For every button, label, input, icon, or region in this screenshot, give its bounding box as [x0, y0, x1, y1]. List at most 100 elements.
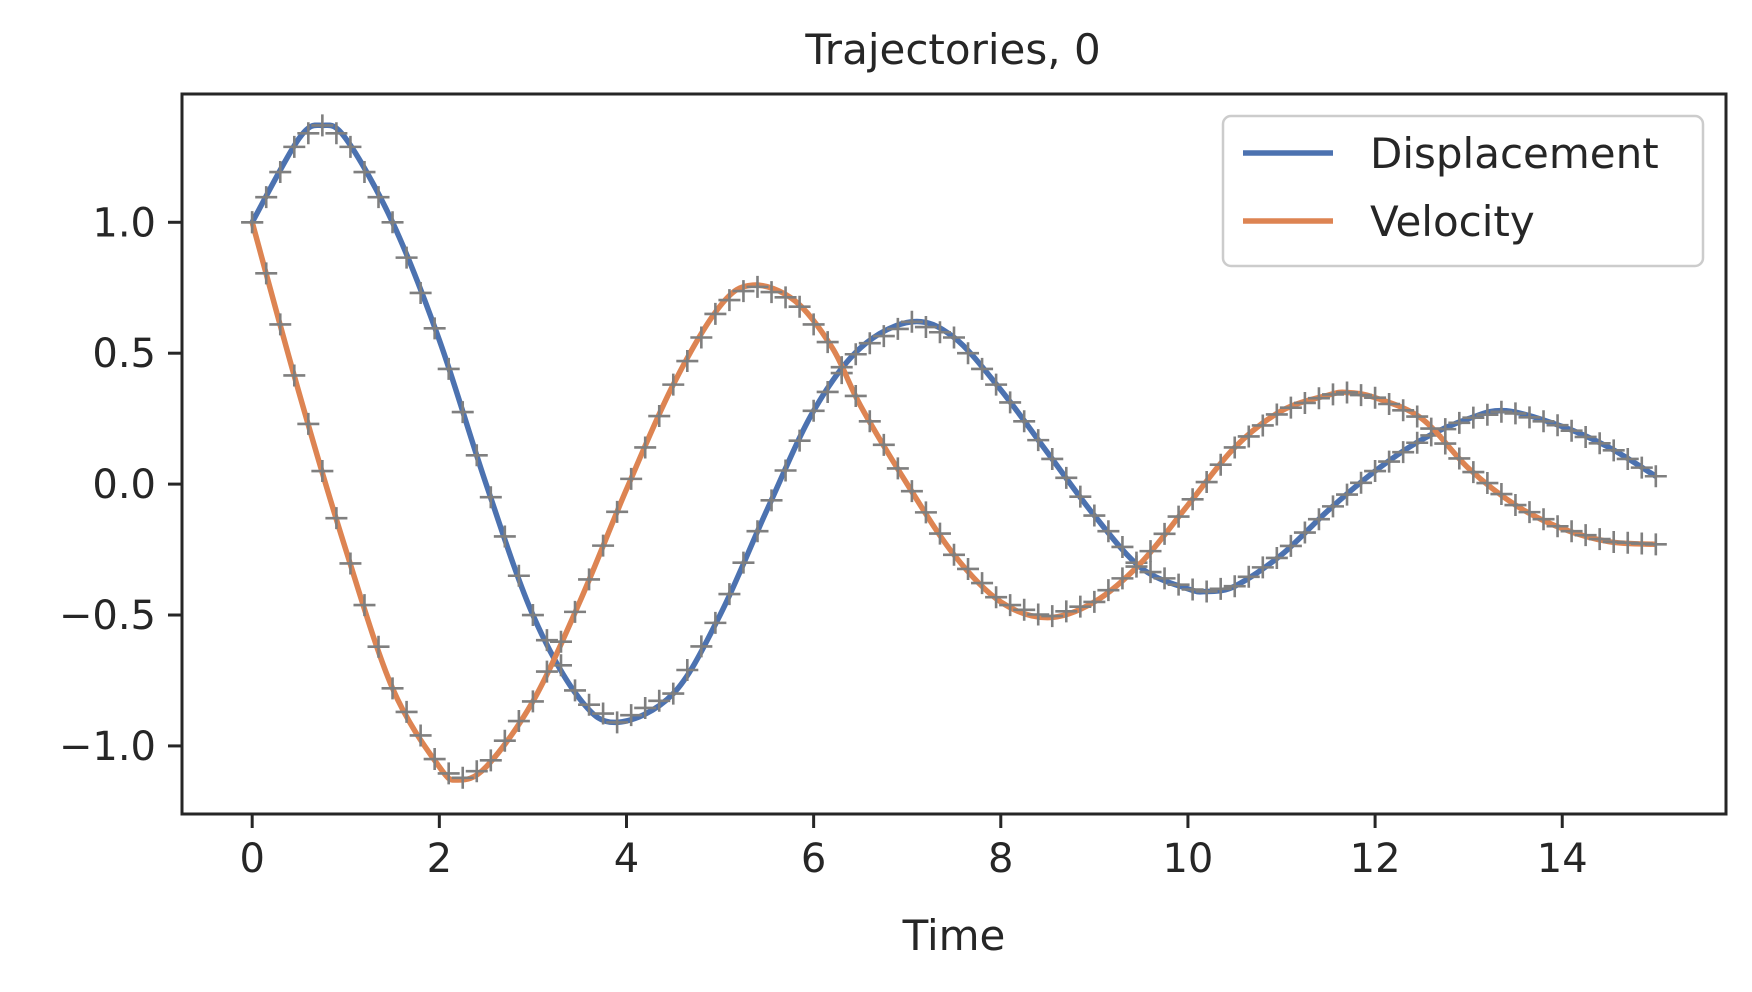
velocity-marker	[620, 467, 643, 490]
velocity-marker	[493, 729, 516, 752]
velocity-marker	[423, 748, 446, 771]
displacement-marker	[1181, 578, 1204, 601]
displacement-marker	[971, 357, 994, 380]
velocity-marker	[353, 594, 376, 617]
displacement-marker	[423, 317, 446, 340]
velocity-marker	[549, 630, 572, 653]
velocity-marker	[1546, 515, 1569, 538]
displacement-marker	[1209, 577, 1232, 600]
velocity-marker	[507, 710, 530, 733]
displacement-marker	[535, 629, 558, 652]
velocity-marker	[1574, 524, 1597, 547]
velocity-marker	[760, 281, 783, 304]
velocity-marker	[311, 460, 334, 483]
velocity-marker	[283, 364, 306, 387]
velocity-marker	[1055, 600, 1078, 623]
velocity-marker	[1378, 392, 1401, 415]
displacement-marker	[521, 604, 544, 627]
velocity-marker	[662, 373, 685, 396]
displacement-marker	[648, 689, 671, 712]
displacement-marker	[1195, 580, 1218, 603]
displacement-marker	[606, 711, 629, 734]
displacement-marker	[255, 186, 278, 209]
displacement-marker	[1602, 439, 1625, 462]
displacement-marker	[451, 401, 474, 424]
velocity-marker	[1125, 555, 1148, 578]
displacement-marker	[1153, 567, 1176, 590]
plot-area	[241, 114, 1667, 789]
y-tick-label: 0.5	[92, 331, 156, 377]
displacement-marker	[1237, 565, 1260, 588]
velocity-marker	[1504, 494, 1527, 517]
displacement-marker	[690, 635, 713, 658]
velocity-marker	[830, 356, 853, 379]
velocity-marker	[1041, 605, 1064, 628]
displacement-marker	[900, 310, 923, 333]
velocity-marker	[1279, 396, 1302, 419]
displacement-marker	[1406, 431, 1429, 454]
displacement-marker	[1097, 520, 1120, 543]
velocity-line	[249, 221, 1656, 783]
displacement-marker	[1504, 402, 1527, 425]
displacement-marker	[816, 380, 839, 403]
velocity-marker	[381, 677, 404, 700]
velocity-marker	[1518, 501, 1541, 524]
displacement-marker	[297, 122, 320, 145]
displacement-marker	[1532, 410, 1555, 433]
displacement-marker	[746, 520, 769, 543]
legend-label-velocity: Velocity	[1370, 197, 1535, 246]
displacement-marker	[1588, 432, 1611, 455]
velocity-marker	[1307, 387, 1330, 410]
velocity-marker	[437, 762, 460, 785]
displacement-marker	[1336, 483, 1359, 506]
velocity-marker	[367, 635, 390, 658]
velocity-marker	[1560, 520, 1583, 543]
velocity-marker	[1392, 399, 1415, 422]
displacement-marker	[1279, 534, 1302, 557]
displacement-marker	[564, 679, 587, 702]
velocity-marker	[1406, 405, 1429, 428]
displacement-marker	[1490, 400, 1513, 423]
velocity-marker	[255, 262, 278, 285]
velocity-marker	[1265, 403, 1288, 426]
chart-legend: Displacement Velocity	[1221, 114, 1705, 268]
displacement-marker	[1392, 441, 1415, 464]
x-tick-label: 2	[427, 836, 452, 882]
displacement-marker	[311, 114, 334, 137]
velocity-marker	[1083, 590, 1106, 613]
velocity-marker	[1167, 505, 1190, 528]
velocity-marker	[521, 690, 544, 713]
velocity-marker	[732, 280, 755, 303]
velocity-marker	[886, 457, 909, 480]
x-tick-label: 4	[614, 836, 639, 882]
x-tick-label: 8	[988, 836, 1013, 882]
velocity-marker	[1097, 579, 1120, 602]
velocity-marker	[872, 433, 895, 456]
velocity-marker	[241, 211, 264, 234]
displacement-marker	[943, 326, 965, 349]
y-tick-label: −0.5	[59, 593, 156, 639]
displacement-marker	[1321, 495, 1344, 518]
velocity-marker	[1209, 453, 1232, 476]
velocity-marker	[1111, 567, 1134, 590]
velocity-marker	[1153, 522, 1176, 545]
velocity-marker	[451, 766, 474, 789]
velocity-marker	[676, 350, 699, 373]
displacement-marker	[1139, 561, 1162, 584]
displacement-marker	[578, 693, 601, 716]
velocity-marker	[409, 724, 432, 747]
velocity-marker	[1364, 386, 1387, 409]
velocity-marker	[844, 384, 867, 407]
displacement-marker	[493, 525, 516, 548]
velocity-marker	[1251, 414, 1274, 437]
x-tick-label: 0	[239, 836, 264, 882]
velocity-marker	[479, 749, 502, 772]
displacement-marker	[1307, 508, 1330, 531]
displacement-marker	[465, 444, 488, 467]
axes-frame	[180, 92, 1728, 816]
displacement-marker	[788, 429, 811, 452]
displacement-marker	[1364, 460, 1387, 483]
velocity-marker	[1223, 436, 1246, 459]
velocity-marker	[395, 700, 418, 723]
velocity-marker	[1476, 472, 1499, 495]
